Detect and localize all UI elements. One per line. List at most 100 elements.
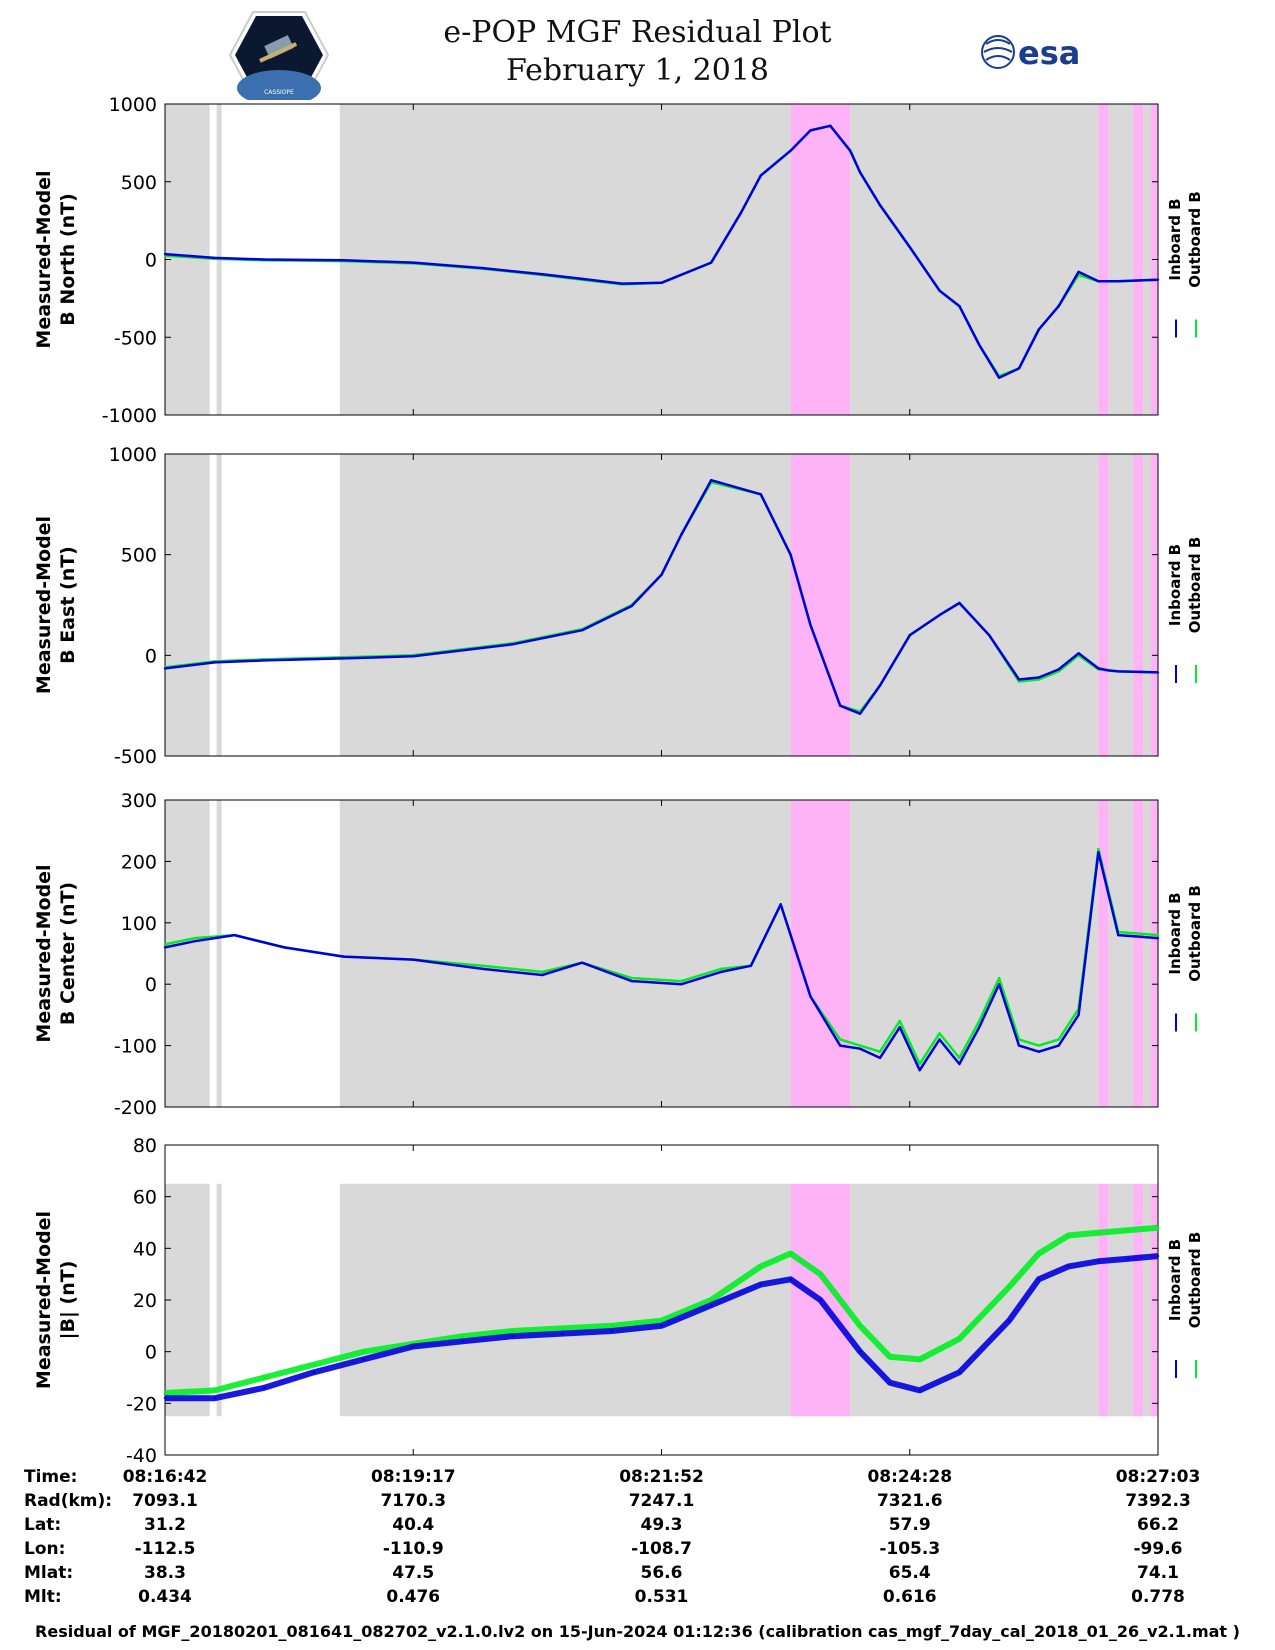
time-table-cell: 49.3 bbox=[641, 1515, 683, 1535]
data-point bbox=[819, 1272, 822, 1276]
data-point bbox=[918, 1062, 921, 1066]
data-point bbox=[789, 1278, 792, 1281]
data-point bbox=[630, 976, 633, 980]
data-point bbox=[958, 1056, 961, 1060]
legend-inboard-label: Inboard B bbox=[1166, 1239, 1184, 1321]
time-table-cell: 38.3 bbox=[144, 1563, 186, 1583]
y-axis-label: Measured-Model bbox=[33, 1211, 55, 1389]
gray-band bbox=[339, 104, 791, 415]
data-point bbox=[263, 1376, 266, 1379]
time-table-cell: 7093.1 bbox=[132, 1491, 198, 1511]
data-point bbox=[1017, 678, 1021, 681]
data-point bbox=[1007, 1285, 1011, 1289]
footer-caption: Residual of MGF_20180201_081641_082702_v… bbox=[35, 1622, 1240, 1641]
chart-panel-2: -500 0 500 1000 Measured-Model B East (nT) Inb… bbox=[33, 444, 1204, 768]
time-table-cell: -110.9 bbox=[383, 1539, 444, 1559]
data-point bbox=[1037, 1050, 1041, 1053]
y-axis-label: Measured-Model bbox=[33, 864, 55, 1042]
data-point bbox=[958, 304, 961, 308]
legend-outboard-label: Outboard B bbox=[1186, 537, 1204, 634]
data-point bbox=[680, 983, 683, 986]
y-tick-label: -100 bbox=[114, 1036, 157, 1058]
data-point bbox=[412, 261, 415, 264]
data-point bbox=[878, 1050, 882, 1053]
data-point bbox=[263, 258, 266, 261]
data-point bbox=[163, 667, 167, 670]
esa-logo: esa bbox=[981, 34, 1080, 72]
data-point bbox=[630, 979, 633, 983]
time-table-cell: 57.9 bbox=[889, 1515, 931, 1535]
gray-band bbox=[216, 800, 222, 1107]
data-point bbox=[163, 1391, 167, 1395]
y-tick-label: -1000 bbox=[102, 405, 157, 427]
data-point bbox=[213, 256, 216, 260]
time-table-cell: 31.2 bbox=[144, 1515, 186, 1535]
data-point bbox=[819, 1298, 822, 1302]
data-point bbox=[1077, 652, 1080, 655]
data-point bbox=[1107, 669, 1110, 672]
data-point bbox=[1077, 1013, 1080, 1017]
data-point bbox=[918, 1389, 921, 1392]
y-axis-label: Measured-Model bbox=[33, 170, 55, 348]
data-point bbox=[918, 1358, 921, 1361]
page-date: February 1, 2018 bbox=[505, 53, 769, 88]
chart-panel-3: -200 -100 0 100 200 300 Measured-Model B Center… bbox=[33, 790, 1204, 1119]
data-point bbox=[610, 1324, 614, 1328]
y-axis-label: Measured-Model bbox=[33, 516, 55, 694]
time-table-cell: 08:27:03 bbox=[1116, 1467, 1201, 1487]
y-tick-label: 500 bbox=[121, 172, 157, 194]
data-point bbox=[938, 613, 941, 617]
data-point bbox=[1057, 668, 1060, 671]
data-point bbox=[412, 1345, 415, 1348]
time-table-cell: 66.2 bbox=[1137, 1515, 1179, 1535]
data-point bbox=[511, 1329, 514, 1333]
data-point bbox=[709, 478, 713, 482]
data-point bbox=[1156, 278, 1160, 281]
data-point bbox=[580, 277, 584, 281]
time-table-cell: 65.4 bbox=[889, 1563, 931, 1583]
data-point bbox=[342, 259, 345, 262]
time-table-cell: 08:19:17 bbox=[371, 1467, 456, 1487]
data-point bbox=[481, 967, 484, 971]
data-point bbox=[1097, 850, 1100, 854]
data-point bbox=[858, 171, 862, 174]
gray-band bbox=[850, 800, 1099, 1107]
legend-outboard-label: Outboard B bbox=[1186, 191, 1204, 288]
data-point bbox=[1037, 1278, 1041, 1281]
y-tick-label: 100 bbox=[121, 913, 157, 935]
magenta-band bbox=[1133, 454, 1144, 756]
magenta-band bbox=[790, 104, 851, 415]
data-point bbox=[362, 1358, 365, 1361]
gray-band bbox=[165, 454, 210, 756]
time-table-cell: -105.3 bbox=[879, 1539, 940, 1559]
data-point bbox=[858, 1047, 862, 1050]
magenta-band bbox=[1098, 454, 1109, 756]
data-point bbox=[978, 1025, 981, 1029]
data-point bbox=[1156, 1254, 1160, 1258]
series-line-inboard-b bbox=[164, 478, 1159, 715]
data-point bbox=[511, 1334, 514, 1338]
data-point bbox=[1037, 676, 1041, 679]
data-point bbox=[660, 573, 663, 576]
data-point bbox=[481, 964, 484, 967]
data-point bbox=[680, 533, 683, 536]
data-point bbox=[561, 1332, 564, 1335]
time-table-row-label: Time: bbox=[24, 1467, 77, 1487]
data-point bbox=[461, 1340, 465, 1343]
time-table-cell: 0.434 bbox=[138, 1587, 192, 1607]
gray-band bbox=[165, 104, 210, 415]
data-point bbox=[541, 273, 544, 276]
data-point bbox=[918, 1068, 921, 1072]
gray-band bbox=[1108, 104, 1134, 415]
data-point bbox=[888, 1355, 892, 1359]
data-point bbox=[809, 623, 812, 627]
y-axis-label: B East (nT) bbox=[57, 546, 79, 664]
magenta-band bbox=[1098, 1183, 1109, 1417]
data-point bbox=[987, 634, 991, 637]
time-table-cell: 7321.6 bbox=[877, 1491, 943, 1511]
time-table-cell: 0.616 bbox=[883, 1587, 937, 1607]
data-point bbox=[163, 946, 167, 949]
magenta-band bbox=[1133, 800, 1144, 1107]
data-point bbox=[1057, 1038, 1060, 1041]
magenta-band bbox=[1151, 800, 1158, 1107]
